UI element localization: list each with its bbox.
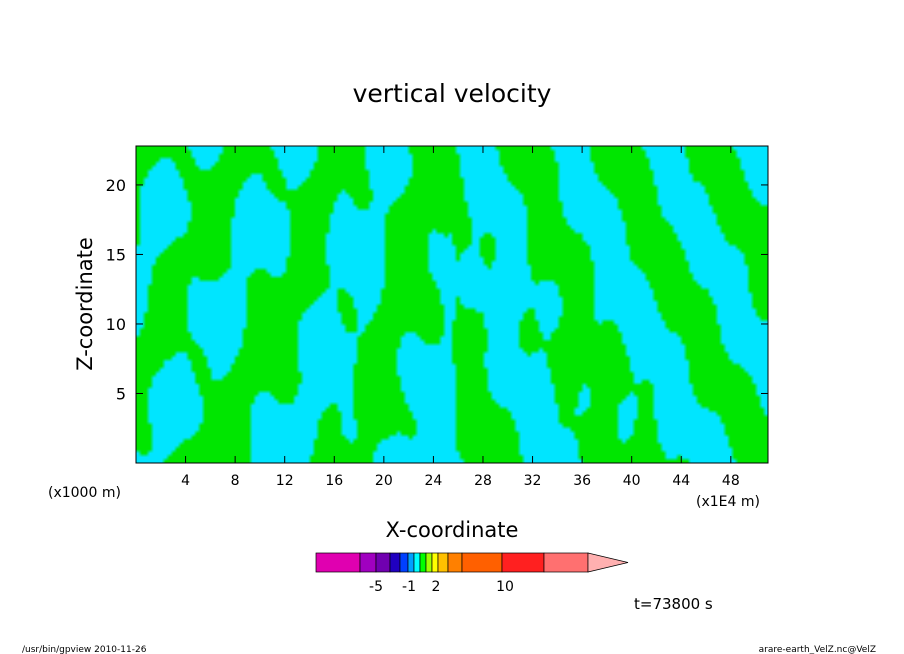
x-tick-label: 12 <box>276 473 294 489</box>
colorbar-segment <box>447 552 463 573</box>
colorbar: -5 -1 2 10 <box>315 552 629 595</box>
x-tick-label: 24 <box>424 473 442 489</box>
y-tick-label: 5 <box>116 384 126 403</box>
x-tick-label: 20 <box>375 473 393 489</box>
x-axis-label: X-coordinate <box>386 518 519 542</box>
y-axis: 5 10 15 20 <box>106 176 768 403</box>
colorbar-segment <box>501 552 545 573</box>
footer-left: /usr/bin/gpview 2010-11-26 <box>22 645 147 654</box>
colorbar-segment <box>399 552 409 573</box>
y-tick-label: 10 <box>106 315 126 334</box>
x-axis: 4 8 12 16 20 24 28 32 36 40 44 48 <box>181 146 740 489</box>
colorbar-segment <box>461 552 503 573</box>
colorbar-segment <box>389 552 401 573</box>
x-tick-label: 8 <box>231 473 240 489</box>
y-axis-label: Z-coordinate <box>73 237 97 371</box>
x-tick-label: 40 <box>623 473 641 489</box>
colorbar-segment <box>359 552 377 573</box>
time-label: t=73800 s <box>634 595 713 613</box>
plot-area <box>135 145 769 464</box>
colorbar-segment <box>543 552 589 573</box>
colorbar-tick-label: 10 <box>496 579 514 595</box>
colorbar-tick-label: 2 <box>432 579 441 595</box>
colorbar-segment <box>425 552 433 573</box>
colorbar-segment <box>431 552 439 573</box>
x-tick-label: 44 <box>672 473 690 489</box>
x-tick-label: 48 <box>722 473 740 489</box>
x-tick-label: 16 <box>325 473 343 489</box>
colorbar-segment <box>437 552 449 573</box>
x-tick-label: 36 <box>573 473 591 489</box>
y-tick-label: 15 <box>106 245 126 264</box>
x-tick-label: 4 <box>181 473 190 489</box>
colorbar-tick-label: -1 <box>402 579 416 595</box>
x-tick-label: 28 <box>474 473 492 489</box>
plot-frame <box>135 145 769 464</box>
y-tick-label: 20 <box>106 176 126 195</box>
colorbar-segment <box>315 552 361 573</box>
colorbar-segment <box>419 552 427 573</box>
x-unit-right: (x1E4 m) <box>696 494 760 510</box>
colorbar-segment <box>407 552 415 573</box>
colorbar-segment <box>375 552 391 573</box>
footer-right: arare-earth_VelZ.nc@VelZ <box>759 645 876 654</box>
colorbar-tick-label: -5 <box>369 579 383 595</box>
colorbar-segment <box>413 552 421 573</box>
colorbar-arrow <box>587 552 629 573</box>
contour-field <box>136 146 768 463</box>
x-unit-left: (x1000 m) <box>48 485 121 501</box>
x-tick-label: 32 <box>524 473 542 489</box>
chart-title: vertical velocity <box>353 79 552 108</box>
